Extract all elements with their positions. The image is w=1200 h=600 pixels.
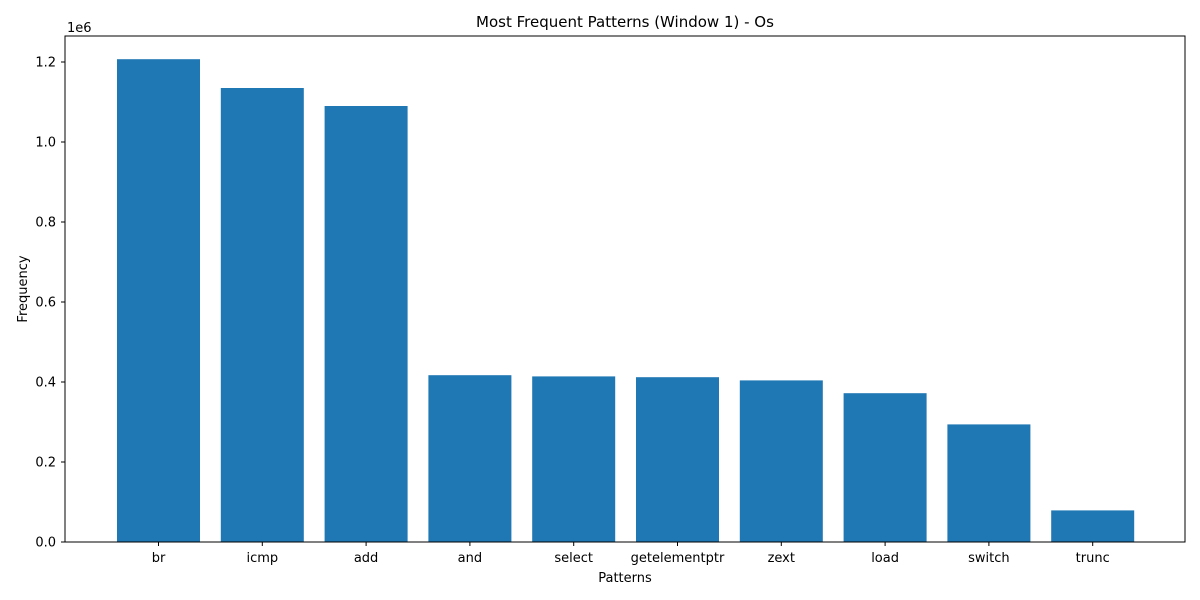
y-tick-label: 0.4 [35, 376, 56, 391]
y-tick-label: 0.2 [35, 456, 56, 471]
bar-select [532, 376, 616, 542]
bar-add [324, 106, 408, 542]
y-tick-label: 1.0 [35, 136, 56, 151]
x-tick-label: and [458, 551, 482, 566]
y-tick-label: 1.2 [35, 56, 56, 71]
x-tick-label: load [871, 551, 899, 566]
x-tick-label: add [354, 551, 378, 566]
bar-icmp [220, 88, 304, 542]
bar-zext [739, 380, 823, 542]
x-tick-label: icmp [246, 551, 278, 566]
y-axis-label: Frequency [16, 255, 31, 322]
y-ticks-group: 0.0 0.2 0.4 0.6 0.8 1.0 1.2 [35, 56, 65, 551]
x-axis-label: Patterns [598, 571, 652, 586]
x-tick-label: switch [968, 551, 1010, 566]
y-tick-label: 0.8 [35, 216, 56, 231]
chart-title: Most Frequent Patterns (Window 1) - Os [476, 13, 774, 31]
y-tick-label: 0.6 [35, 296, 56, 311]
bar-and [428, 375, 512, 542]
bar-trunc [1051, 510, 1135, 542]
bars-group [117, 59, 1135, 542]
x-ticks-group: br icmp add and select getelementptr zext load s… [152, 542, 1110, 566]
y-tick-label: 0.0 [35, 536, 56, 551]
y-axis-offset-label: 1e6 [67, 21, 92, 36]
bar-br [117, 59, 200, 542]
bar-switch [947, 424, 1031, 542]
x-tick-label: select [554, 551, 593, 566]
bar-load [843, 393, 927, 542]
x-tick-label: trunc [1076, 551, 1110, 566]
bar-getelementptr [636, 377, 719, 542]
plot-frame [64, 35, 1186, 543]
x-tick-label: getelementptr [631, 551, 725, 566]
x-tick-label: zext [768, 551, 795, 566]
x-tick-label: br [152, 551, 166, 566]
